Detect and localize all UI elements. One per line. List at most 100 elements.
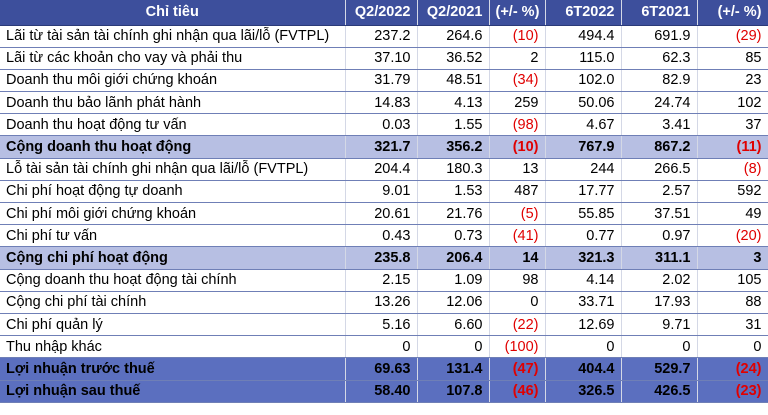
cell-6t2022: 55.85 (545, 202, 622, 226)
cell-q2-2021: 180.3 (417, 158, 490, 181)
cell-q2-change-pct: 2 (489, 47, 546, 70)
row-label: Cộng doanh thu hoạt động tài chính (0, 269, 346, 292)
cell-6t-change-pct: 49 (697, 202, 768, 226)
cell-6t-change-pct: (11) (697, 135, 768, 159)
row-label: Cộng doanh thu hoạt động (0, 135, 346, 159)
cell-q2-2021: 131.4 (417, 357, 490, 381)
cell-q2-2021: 1.53 (417, 180, 490, 204)
cell-q2-change-pct: (98) (489, 113, 546, 137)
cell-6t2022: 321.3 (545, 246, 622, 270)
cell-q2-change-pct: (5) (489, 202, 546, 226)
table-row: Doanh thu môi giới chứng khoán 31.79 48.51… (0, 69, 768, 93)
cell-6t-change-pct: 102 (697, 91, 768, 115)
row-label: Chi phí môi giới chứng khoán (0, 202, 346, 226)
cell-6t2021: 17.93 (621, 291, 698, 314)
cell-q2-change-pct: 259 (489, 91, 546, 115)
cell-q2-2022: 204.4 (345, 158, 418, 181)
cell-6t-change-pct: (24) (697, 357, 768, 381)
cell-6t2022: 404.4 (545, 357, 622, 381)
cell-6t2021: 82.9 (621, 69, 698, 93)
cell-6t2022: 767.9 (545, 135, 622, 159)
row-label: Thu nhập khác (0, 335, 346, 359)
table-row: Chi phí hoạt động tự doanh 9.01 1.53 487 17.… (0, 180, 768, 204)
cell-6t-change-pct: 592 (697, 180, 768, 204)
table-row: Lỗ tài sản tài chính ghi nhận qua lãi/lỗ… (0, 158, 768, 181)
table-header-row: Chỉ tiêu Q2/2022 Q2/2021 (+/- %) 6T2022 … (0, 0, 768, 26)
table-row: Lãi từ tài sản tài chính ghi nhận qua lã… (0, 25, 768, 48)
table-body: Lãi từ tài sản tài chính ghi nhận qua lã… (0, 25, 768, 403)
cell-6t2022: 17.77 (545, 180, 622, 204)
cell-q2-change-pct: (46) (489, 380, 546, 403)
cell-q2-change-pct: (34) (489, 69, 546, 93)
cell-q2-2022: 237.2 (345, 25, 418, 48)
cell-6t2022: 12.69 (545, 313, 622, 337)
cell-q2-2022: 69.63 (345, 357, 418, 381)
cell-q2-2021: 4.13 (417, 91, 490, 115)
cell-6t-change-pct: 0 (697, 335, 768, 359)
cell-q2-2021: 36.52 (417, 47, 490, 70)
row-label: Cộng chi phí tài chính (0, 291, 346, 314)
table-row: Doanh thu bảo lãnh phát hành 14.83 4.13 259… (0, 91, 768, 115)
cell-6t2022: 115.0 (545, 47, 622, 70)
cell-6t2021: 867.2 (621, 135, 698, 159)
row-label: Cộng chi phí hoạt động (0, 246, 346, 270)
cell-q2-2021: 107.8 (417, 380, 490, 403)
cell-6t2022: 326.5 (545, 380, 622, 403)
cell-6t-change-pct: 31 (697, 313, 768, 337)
table-row: Cộng chi phí hoạt động 235.8 206.4 14 321.3 3… (0, 246, 768, 270)
table-row: Lãi từ các khoản cho vay và phải thu 37.1… (0, 47, 768, 70)
cell-q2-2022: 13.26 (345, 291, 418, 314)
cell-q2-2022: 20.61 (345, 202, 418, 226)
cell-q2-2022: 14.83 (345, 91, 418, 115)
cell-6t2022: 102.0 (545, 69, 622, 93)
financial-results-table: Chỉ tiêu Q2/2022 Q2/2021 (+/- %) 6T2022 … (0, 0, 768, 403)
cell-q2-2021: 0.73 (417, 224, 490, 248)
cell-q2-change-pct: (10) (489, 135, 546, 159)
cell-6t2022: 494.4 (545, 25, 622, 48)
cell-q2-2022: 0 (345, 335, 418, 359)
cell-q2-change-pct: 14 (489, 246, 546, 270)
cell-6t-change-pct: 3 (697, 246, 768, 270)
row-label: Chi phí hoạt động tự doanh (0, 180, 346, 204)
row-label: Doanh thu môi giới chứng khoán (0, 69, 346, 93)
cell-6t2022: 0.77 (545, 224, 622, 248)
header-q2-change-pct: (+/- %) (489, 0, 546, 26)
cell-6t2021: 426.5 (621, 380, 698, 403)
cell-q2-change-pct: (41) (489, 224, 546, 248)
cell-6t-change-pct: (23) (697, 380, 768, 403)
cell-6t2021: 0 (621, 335, 698, 359)
cell-6t-change-pct: 105 (697, 269, 768, 292)
table-row: Chi phí tư vấn 0.43 0.73 (41) 0.77 0.97 (20) (0, 224, 768, 248)
cell-q2-2022: 9.01 (345, 180, 418, 204)
cell-q2-2021: 356.2 (417, 135, 490, 159)
row-label: Lợi nhuận trước thuế (0, 357, 346, 381)
cell-q2-2022: 0.43 (345, 224, 418, 248)
cell-q2-2022: 5.16 (345, 313, 418, 337)
cell-6t-change-pct: 88 (697, 291, 768, 314)
cell-q2-change-pct: (10) (489, 25, 546, 48)
cell-q2-change-pct: 98 (489, 269, 546, 292)
cell-6t-change-pct: 37 (697, 113, 768, 137)
cell-6t2021: 691.9 (621, 25, 698, 48)
cell-q2-change-pct: 0 (489, 291, 546, 314)
cell-6t2021: 2.57 (621, 180, 698, 204)
table-row: Chi phí môi giới chứng khoán 20.61 21.76 (5… (0, 202, 768, 226)
cell-q2-change-pct: (100) (489, 335, 546, 359)
cell-q2-2021: 1.09 (417, 269, 490, 292)
cell-6t2021: 37.51 (621, 202, 698, 226)
row-label: Lãi từ tài sản tài chính ghi nhận qua lã… (0, 25, 346, 48)
cell-q2-2022: 321.7 (345, 135, 418, 159)
table-row: Chi phí quản lý 5.16 6.60 (22) 12.69 9.71 31 (0, 313, 768, 337)
cell-6t2022: 33.71 (545, 291, 622, 314)
row-label: Lợi nhuận sau thuế (0, 380, 346, 403)
cell-6t2022: 244 (545, 158, 622, 181)
row-label: Doanh thu hoạt động tư vấn (0, 113, 346, 137)
cell-6t2021: 266.5 (621, 158, 698, 181)
cell-q2-2021: 21.76 (417, 202, 490, 226)
cell-6t-change-pct: (8) (697, 158, 768, 181)
cell-6t2021: 529.7 (621, 357, 698, 381)
row-label: Lãi từ các khoản cho vay và phải thu (0, 47, 346, 70)
table-row: Cộng doanh thu hoạt động tài chính 2.15 1.… (0, 269, 768, 292)
cell-q2-2022: 2.15 (345, 269, 418, 292)
